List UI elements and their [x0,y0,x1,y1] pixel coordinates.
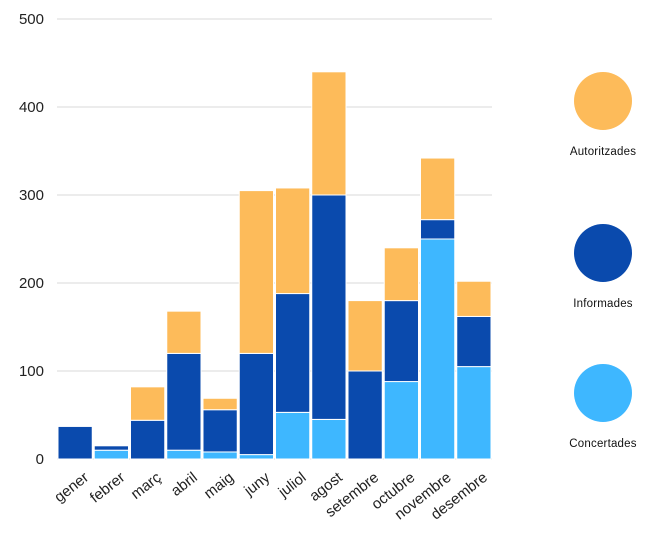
y-tick-label: 500 [19,11,44,28]
bar-informades-setembre [347,370,383,460]
bar-autoritzades-abril [166,310,202,354]
bar-informades-gener [57,425,93,460]
bar-informades-febrer [93,445,129,451]
legend-item-autoritzades: Autoritzades [548,72,654,158]
gridlines [57,18,492,460]
bar-informades-maig [202,409,238,453]
legend-item-informades: Informades [548,224,654,310]
bar-informades-juny [238,352,274,456]
bar-autoritzades-juny [238,190,274,354]
legend-item-concertades: Concertades [548,364,654,450]
bar-concertades-juny [238,454,274,460]
bars [57,71,492,460]
y-tick-label: 300 [19,187,44,204]
y-tick-label: 400 [19,99,44,116]
bar-concertades-novembre [420,238,456,460]
y-tick-label: 200 [19,275,44,292]
x-tick-label: juliol [275,469,310,501]
bar-informades-desembre [456,315,492,368]
bar-informades-juliol [275,293,311,413]
bar-informades-març [130,419,166,460]
x-tick-label: abril [168,469,201,500]
bar-concertades-desembre [456,366,492,460]
bar-concertades-juliol [275,411,311,460]
bar-autoritzades-octubre [383,247,419,302]
bar-informades-octubre [383,300,419,383]
x-tick-label: març [128,469,165,503]
bar-concertades-abril [166,449,202,460]
bar-autoritzades-agost [311,71,347,196]
bar-autoritzades-juliol [275,187,311,295]
bar-concertades-febrer [93,449,129,460]
x-tick-label: maig [201,469,237,502]
bar-informades-novembre [420,219,456,240]
bar-autoritzades-novembre [420,157,456,221]
x-tick-label: febrer [87,469,128,507]
x-tick-label: gener [51,469,92,506]
y-tick-label: 100 [19,363,44,380]
bar-autoritzades-maig [202,397,238,411]
bar-informades-agost [311,194,347,420]
x-tick-label: juny [240,469,273,500]
legend-swatch-informades [574,224,632,282]
bar-autoritzades-desembre [456,280,492,317]
legend-label-concertades: Concertades [569,438,637,450]
bar-autoritzades-setembre [347,300,383,372]
legend-swatch-concertades [574,364,632,422]
y-tick-labels: 0 100 200 300 400 500 [19,11,44,468]
bar-concertades-agost [311,418,347,460]
bar-concertades-octubre [383,381,419,460]
y-tick-label: 0 [36,451,44,468]
legend-label-informades: Informades [573,298,633,310]
bar-autoritzades-març [130,386,166,421]
bar-concertades-maig [202,451,238,460]
legend-label-autoritzades: Autoritzades [569,146,637,158]
legend-swatch-autoritzades [574,72,632,130]
bar-informades-abril [166,352,202,451]
